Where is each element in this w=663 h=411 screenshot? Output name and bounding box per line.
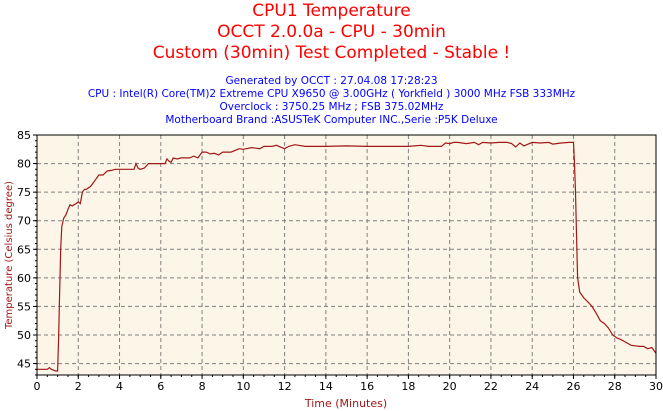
plot-area — [37, 135, 656, 375]
info-motherboard: Motherboard Brand :ASUSTeK Computer INC.… — [165, 114, 498, 126]
grid — [37, 135, 656, 375]
x-tick-label: 4 — [116, 380, 123, 393]
y-tick-label: 80 — [17, 158, 31, 171]
temperature-series-line — [37, 141, 657, 372]
y-tick-label: 75 — [17, 186, 31, 199]
x-tick-label: 14 — [319, 380, 333, 393]
x-tick-label: 18 — [401, 380, 415, 393]
title-line-3: Custom (30min) Test Completed - Stable ! — [152, 43, 511, 63]
info-generated: Generated by OCCT : 27.04.08 17:28:23 — [225, 75, 438, 87]
y-tick-label: 85 — [17, 129, 31, 142]
plot-frame — [36, 134, 657, 376]
info-overclock: Overclock : 3750.25 MHz ; FSB 375.02MHz — [219, 101, 444, 113]
y-tick-label: 70 — [17, 215, 31, 228]
x-tick-label: 30 — [649, 380, 663, 393]
x-tick-label: 28 — [608, 380, 622, 393]
title-line-1: CPU1 Temperature — [252, 1, 411, 21]
x-axis-label: Time (Minutes) — [304, 397, 387, 410]
y-tick-label: 50 — [17, 329, 31, 342]
x-tick-label: 6 — [157, 380, 164, 393]
x-tick-label: 12 — [278, 380, 292, 393]
x-tick-label: 8 — [199, 380, 206, 393]
x-tick-label: 2 — [75, 380, 82, 393]
ticks: 0 2 4 6 8 10 12 14 16 18 20 22 24 26 28 304550556065707… — [17, 129, 663, 393]
x-tick-label: 20 — [443, 380, 457, 393]
x-tick-label: 10 — [236, 380, 250, 393]
x-tick-label: 0 — [34, 380, 41, 393]
info-cpu: CPU : Intel(R) Core(TM)2 Extreme CPU X96… — [87, 88, 576, 100]
x-tick-label: 24 — [525, 380, 539, 393]
y-tick-label: 45 — [17, 358, 31, 371]
y-axis-label: Temperature (Celsius degree) — [4, 181, 15, 330]
title-line-2: OCCT 2.0.0a - CPU - 30min — [217, 22, 446, 42]
x-tick-label: 16 — [360, 380, 374, 393]
y-tick-label: 60 — [17, 272, 31, 285]
x-tick-label: 22 — [484, 380, 498, 393]
x-tick-label: 26 — [566, 380, 580, 393]
y-tick-label: 65 — [17, 243, 31, 256]
y-tick-label: 55 — [17, 300, 31, 313]
